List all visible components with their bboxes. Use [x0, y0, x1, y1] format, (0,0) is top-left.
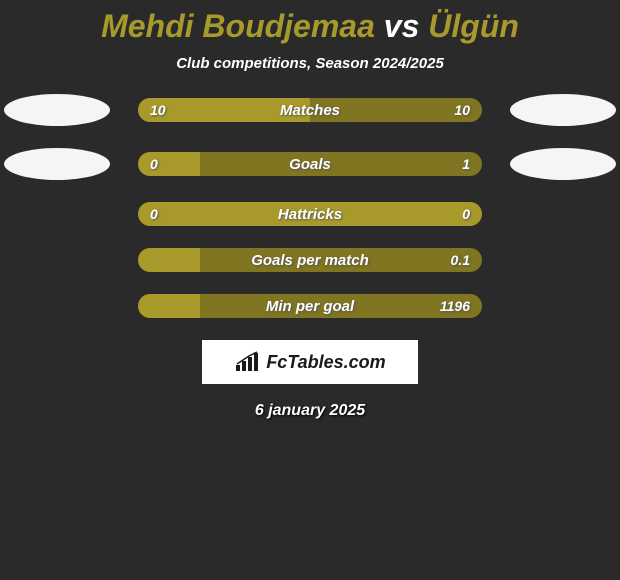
player1-badge: [4, 94, 110, 126]
title-player2: Ülgün: [428, 8, 519, 44]
logo-box[interactable]: FcTables.com: [202, 340, 418, 384]
title-vs: vs: [384, 8, 420, 44]
stat-bar: 00Hattricks: [138, 202, 482, 226]
stat-row: 1196Min per goal: [0, 294, 620, 318]
stat-label: Goals: [138, 152, 482, 176]
stat-bar: 01Goals: [138, 152, 482, 176]
stat-row: 1010Matches: [0, 94, 620, 126]
comparison-widget: Mehdi Boudjemaa vs Ülgün Club competitio…: [0, 0, 620, 420]
stat-row: 01Goals: [0, 148, 620, 180]
chart-icon: [234, 351, 260, 373]
logo-text: FcTables.com: [266, 352, 385, 373]
stat-label: Min per goal: [138, 294, 482, 318]
player1-badge: [4, 148, 110, 180]
stat-row: 00Hattricks: [0, 202, 620, 226]
player2-badge: [510, 148, 616, 180]
stat-bar: 1196Min per goal: [138, 294, 482, 318]
stat-label: Matches: [138, 98, 482, 122]
title-player1: Mehdi Boudjemaa: [101, 8, 375, 44]
stat-label: Hattricks: [138, 202, 482, 226]
stat-bar: 1010Matches: [138, 98, 482, 122]
subtitle: Club competitions, Season 2024/2025: [0, 55, 620, 72]
stat-row: 0.1Goals per match: [0, 248, 620, 272]
stat-bar: 0.1Goals per match: [138, 248, 482, 272]
player2-badge: [510, 94, 616, 126]
stats-container: 1010Matches 01Goals 00Hattricks 0.1Goals pe…: [0, 94, 620, 318]
date-label: 6 january 2025: [0, 402, 620, 420]
stat-label: Goals per match: [138, 248, 482, 272]
page-title: Mehdi Boudjemaa vs Ülgün: [0, 8, 620, 45]
